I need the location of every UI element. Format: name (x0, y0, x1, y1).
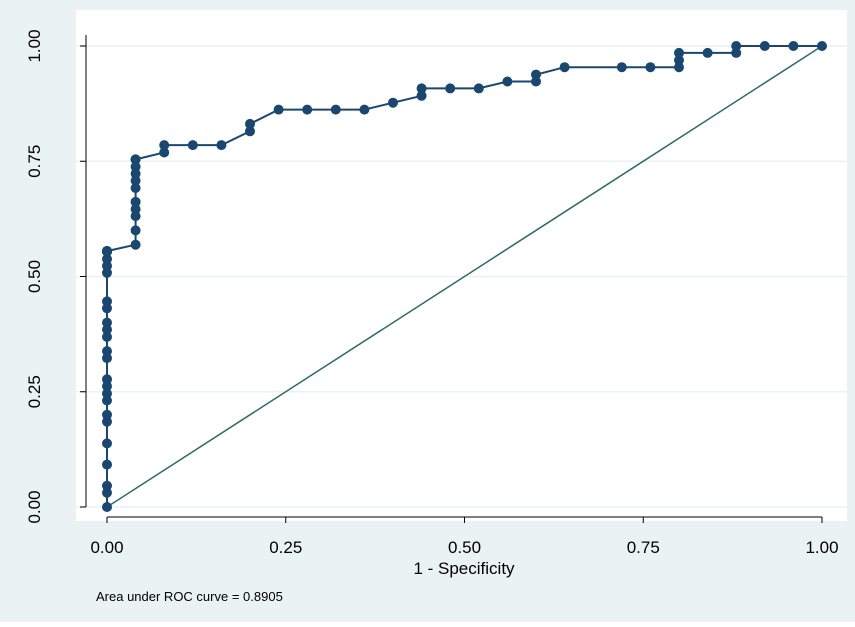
roc-point-35 (130, 182, 141, 193)
roc-point-8 (102, 388, 112, 399)
roc-point-2 (102, 480, 112, 491)
auc-note: Area under ROC curve = 0.8905 (96, 589, 283, 604)
roc-point-18 (102, 267, 112, 278)
roc-point-65 (702, 47, 713, 58)
roc-point-46 (245, 118, 255, 129)
roc-point-0 (102, 502, 112, 512)
roc-point-69 (788, 41, 799, 51)
roc-point-33 (130, 204, 141, 215)
roc-point-55 (473, 83, 484, 94)
roc-point-15 (102, 317, 112, 328)
roc-point-38 (130, 161, 141, 172)
y-tick-label-2: 0.50 (25, 260, 44, 293)
roc-point-31 (130, 225, 141, 236)
y-tick-label-1: 0.25 (25, 375, 44, 408)
roc-point-66 (731, 47, 742, 58)
grid-lines (76, 45, 847, 508)
roc-point-5 (102, 416, 112, 427)
roc-point-56 (502, 76, 513, 87)
roc-point-3 (102, 459, 112, 470)
roc-point-16 (102, 303, 112, 314)
roc-point-50 (359, 104, 370, 115)
roc-point-30 (130, 239, 141, 250)
roc-point-58 (531, 69, 541, 80)
series-layer (102, 41, 827, 512)
roc-point-7 (102, 395, 112, 406)
roc-point-60 (616, 62, 627, 73)
roc-point-64 (674, 47, 684, 58)
x-tick-label-1: 0.25 (269, 538, 302, 557)
x-axis-title: 1 - Specificity (413, 559, 515, 578)
y-tick-label-4: 1.00 (25, 29, 44, 62)
roc-point-44 (216, 140, 227, 151)
roc-point-36 (130, 175, 141, 186)
x-tick-label-4: 1.00 (805, 538, 838, 557)
roc-point-68 (759, 41, 770, 51)
y-tick-label-3: 0.75 (25, 145, 44, 178)
roc-point-19 (102, 260, 112, 271)
roc-point-54 (445, 83, 456, 94)
roc-point-52 (416, 90, 427, 101)
roc-point-13 (102, 331, 112, 342)
roc-point-34 (130, 196, 141, 207)
roc-point-47 (273, 104, 284, 115)
ticks: 0.00 0.25 0.50 0.75 1.00 0.00 0.25 0.50 0.75 1.00 (25, 29, 839, 557)
roc-point-48 (302, 104, 313, 115)
roc-point-51 (388, 97, 398, 108)
roc-point-14 (102, 324, 112, 335)
roc-point-59 (559, 62, 570, 73)
roc-point-53 (416, 83, 427, 94)
roc-point-4 (102, 438, 112, 449)
roc-point-11 (102, 353, 112, 364)
roc-point-29 (102, 246, 112, 257)
roc-point-10 (102, 374, 112, 385)
x-tick-label-3: 0.75 (627, 538, 660, 557)
x-tick-label-2: 0.50 (448, 538, 481, 557)
roc-point-42 (159, 140, 170, 151)
reference-line (106, 45, 823, 508)
roc-point-1 (102, 487, 112, 498)
plot-area (76, 10, 847, 521)
roc-point-37 (130, 168, 141, 179)
roc-point-45 (245, 126, 255, 137)
roc-point-6 (102, 409, 112, 420)
roc-point-12 (102, 346, 112, 357)
roc-point-49 (330, 104, 341, 115)
roc-point-32 (130, 211, 141, 222)
roc-point-43 (187, 140, 198, 151)
y-tick-label-0: 0.00 (25, 490, 44, 523)
roc-point-41 (159, 147, 170, 158)
roc-point-40 (130, 154, 141, 165)
roc-point-61 (645, 62, 656, 73)
roc-point-70 (817, 41, 827, 51)
x-tick-label-0: 0.00 (90, 538, 123, 557)
roc-point-20 (102, 253, 112, 264)
roc-point-67 (731, 41, 742, 51)
roc-point-63 (674, 55, 684, 66)
roc-point-9 (102, 381, 112, 392)
roc-point-57 (531, 76, 541, 87)
roc-point-62 (674, 62, 684, 73)
roc-point-17 (102, 296, 112, 307)
